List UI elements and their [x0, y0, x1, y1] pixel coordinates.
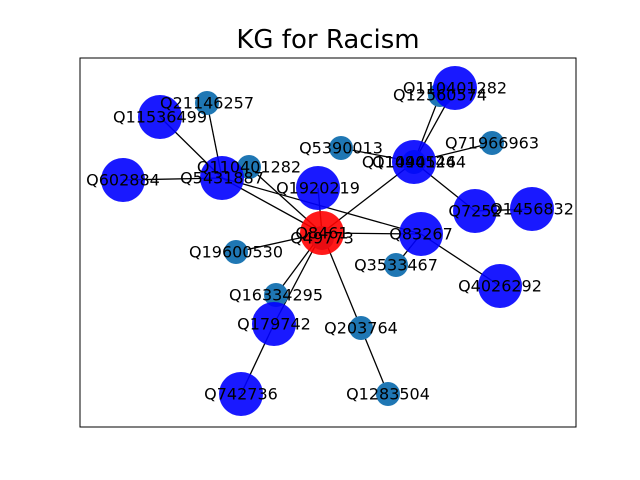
node-layer — [101, 66, 554, 416]
node-label-Q3533467: Q3533467 — [354, 256, 438, 275]
node-Q110401264 — [392, 140, 436, 184]
node-label-Q742736: Q742736 — [204, 385, 278, 404]
node-label-Q110401282: Q110401282 — [197, 158, 301, 177]
node-Q1283504 — [376, 382, 400, 406]
node-label-Q83267: Q83267 — [389, 225, 453, 244]
node-Q83267 — [399, 212, 443, 256]
node-Q19600530 — [224, 240, 248, 264]
node-Q3533467 — [384, 253, 408, 277]
node-label-Q11536499: Q11536499 — [113, 108, 207, 127]
node-label-Q110401282b: Q110401282 — [403, 79, 507, 98]
node-label-Q19600530: Q19600530 — [189, 243, 283, 262]
node-Q742736 — [219, 372, 263, 416]
node-Q1920219 — [296, 166, 340, 210]
node-label-Q5431887: Q5431887 — [180, 169, 264, 188]
node-label-Q71966963: Q71966963 — [445, 134, 539, 153]
node-label-Q7252: Q7252 — [448, 202, 501, 221]
chart-title: KG for Racism — [236, 25, 419, 55]
node-label-Q4026292: Q4026292 — [458, 277, 542, 296]
node-label-Q21146257: Q21146257 — [160, 94, 254, 113]
node-Q5431887 — [200, 156, 244, 200]
node-Q203764 — [349, 316, 373, 340]
node-label-Q1456832: Q1456832 — [490, 200, 574, 219]
node-Q21146257 — [195, 91, 219, 115]
node-label-Q1283504: Q1283504 — [346, 385, 430, 404]
node-Q16334295 — [264, 283, 288, 307]
node-label-Q12560574: Q12560574 — [393, 86, 487, 105]
node-Q110401282b — [433, 66, 477, 110]
node-label-Q8461: Q8461 — [295, 224, 348, 243]
node-Q1456832 — [510, 187, 554, 231]
node-label-Q179742: Q179742 — [237, 315, 311, 334]
node-Q602884 — [101, 158, 145, 202]
node-Q5390013 — [329, 136, 353, 160]
node-Q7252 — [453, 189, 497, 233]
node-label-Q602884: Q602884 — [86, 171, 160, 190]
node-label-Q1494544: Q1494544 — [372, 153, 456, 172]
node-label-Q16334295: Q16334295 — [229, 286, 323, 305]
node-Q4026292 — [478, 264, 522, 308]
node-label-Q5390013: Q5390013 — [299, 139, 383, 158]
node-label-Q1920219: Q1920219 — [276, 179, 360, 198]
node-Q71966963 — [480, 131, 504, 155]
node-Q11536499 — [138, 95, 182, 139]
node-label-Q110401264: Q110401264 — [362, 153, 466, 172]
node-label-Q203764: Q203764 — [324, 319, 398, 338]
node-Q179742 — [252, 302, 296, 346]
node-label-Q49773: Q49773 — [290, 229, 354, 248]
node-Q8461 — [300, 211, 344, 255]
